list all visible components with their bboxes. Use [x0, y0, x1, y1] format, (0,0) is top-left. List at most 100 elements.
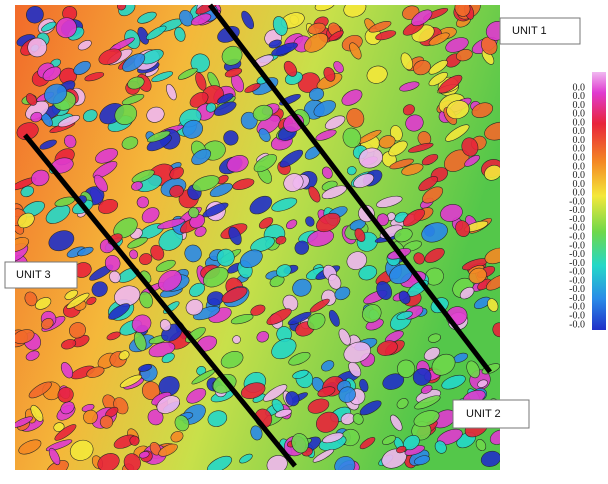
anomaly	[322, 432, 344, 444]
anomaly	[95, 148, 118, 164]
anomaly	[428, 32, 450, 46]
colorbar	[592, 72, 606, 330]
anomaly	[104, 255, 121, 272]
anomaly	[438, 74, 463, 94]
colorbar-label: 0.0	[573, 100, 586, 111]
anomaly	[412, 367, 432, 386]
anomaly	[275, 235, 287, 245]
anomaly	[359, 378, 369, 393]
anomaly	[348, 361, 362, 378]
anomaly	[288, 352, 311, 366]
anomaly	[286, 219, 298, 230]
anomaly	[388, 140, 408, 157]
anomaly	[292, 278, 312, 297]
anomaly	[485, 20, 500, 41]
anomaly	[44, 83, 68, 105]
anomaly	[398, 290, 411, 305]
anomaly	[121, 93, 145, 105]
anomaly	[413, 252, 425, 265]
colorbar-label: 0.0	[573, 179, 586, 190]
anomaly	[382, 373, 405, 390]
anomaly	[317, 386, 336, 398]
anomaly	[292, 369, 309, 379]
anomaly	[150, 244, 165, 261]
colorbar-label: -0.0	[569, 267, 585, 278]
anomaly	[445, 124, 470, 142]
anomaly	[309, 298, 330, 313]
anomaly	[271, 338, 297, 360]
anomaly	[487, 298, 499, 312]
anomaly	[170, 431, 184, 443]
anomaly	[411, 9, 433, 27]
anomaly	[376, 195, 403, 208]
anomaly	[147, 130, 171, 143]
anomaly	[405, 114, 424, 132]
anomaly	[114, 285, 141, 307]
anomaly	[203, 266, 229, 288]
anomaly	[321, 166, 333, 179]
anomaly	[418, 176, 438, 191]
anomaly	[333, 61, 344, 73]
anomaly	[127, 236, 148, 249]
anomaly	[434, 440, 447, 454]
anomaly	[189, 282, 206, 297]
anomaly	[131, 181, 143, 191]
colorbar-label: -0.0	[569, 293, 585, 304]
anomaly	[421, 153, 439, 166]
anomaly	[127, 76, 145, 90]
anomaly	[114, 103, 138, 125]
anomaly	[165, 83, 177, 101]
anomaly	[151, 71, 174, 83]
anomaly	[396, 398, 409, 409]
anomaly	[98, 48, 122, 65]
anomaly	[291, 433, 309, 454]
anomaly	[145, 25, 167, 40]
anomaly	[179, 9, 194, 27]
anomaly	[244, 83, 261, 93]
anomaly	[241, 10, 255, 30]
anomaly	[338, 386, 356, 403]
anomaly	[334, 456, 356, 470]
anomaly	[57, 115, 80, 128]
anomaly	[249, 195, 273, 215]
anomaly	[328, 309, 340, 327]
anomaly	[263, 384, 288, 402]
colorbar-label: 0.0	[573, 170, 586, 181]
colorbar-label: -0.0	[569, 284, 585, 295]
anomaly	[213, 101, 237, 116]
anomaly	[149, 441, 161, 456]
anomaly	[158, 443, 178, 457]
anomaly	[64, 289, 78, 300]
anomaly	[159, 319, 172, 332]
anomaly	[421, 222, 448, 243]
anomaly	[252, 104, 274, 122]
anomaly	[441, 374, 466, 390]
anomaly	[28, 381, 52, 399]
anomaly	[282, 294, 299, 312]
anomaly	[185, 299, 204, 316]
colorbar-label: -0.0	[569, 196, 585, 207]
anomaly	[253, 154, 277, 173]
anomaly	[455, 49, 473, 62]
anomaly	[174, 26, 186, 42]
anomaly	[408, 142, 434, 153]
anomaly	[382, 435, 396, 445]
anomaly	[413, 410, 440, 427]
anomaly	[359, 436, 376, 450]
anomaly	[15, 329, 35, 344]
anomaly	[69, 439, 94, 461]
unit-label: UNIT 3	[16, 269, 51, 281]
anomaly	[226, 155, 249, 173]
colorbar-label: 0.0	[573, 188, 586, 199]
anomaly	[190, 53, 210, 73]
colorbar-label: -0.0	[569, 223, 585, 234]
anomaly	[305, 216, 315, 227]
anomaly	[324, 115, 346, 130]
anomaly	[440, 204, 463, 222]
anomaly	[205, 102, 217, 113]
anomaly	[77, 39, 92, 51]
anomaly	[283, 173, 304, 192]
anomaly	[346, 251, 368, 270]
anomaly	[69, 322, 86, 339]
anomaly	[484, 121, 500, 141]
